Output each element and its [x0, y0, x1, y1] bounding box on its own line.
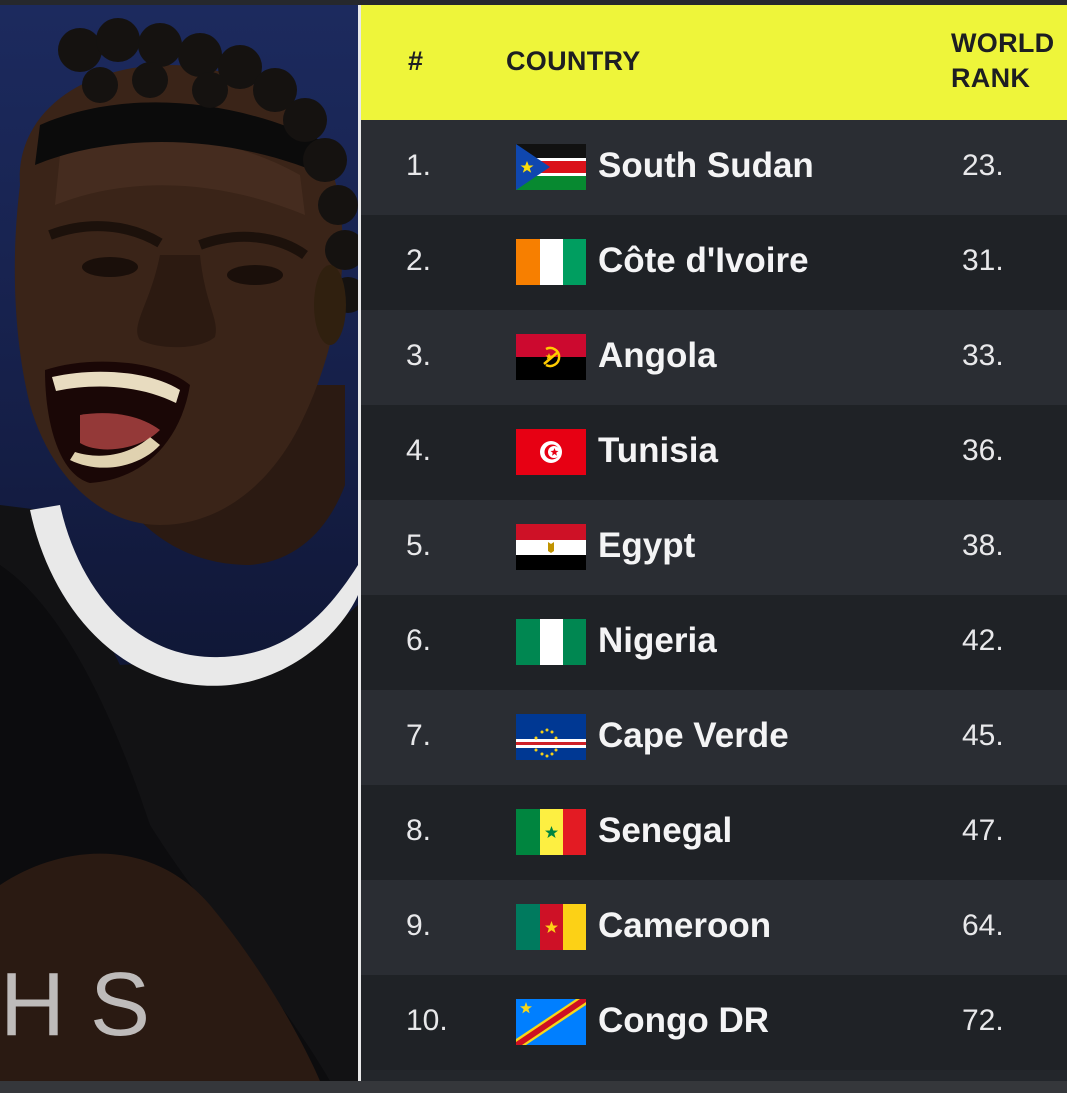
country-name: Congo DR — [598, 1001, 770, 1040]
country-name: Côte d'Ivoire — [598, 241, 809, 280]
cote-divoire-flag-icon — [516, 239, 586, 285]
world-rank-value: 23. — [962, 149, 1004, 182]
world-rank-value: 38. — [962, 529, 1004, 562]
table-row: 9. Cameroon 64. — [361, 880, 1067, 975]
world-rank-label-line1: WORLD — [951, 28, 1055, 58]
table-row: 6. Nigeria 42. — [361, 595, 1067, 690]
world-rank-value: 31. — [962, 244, 1004, 277]
south-sudan-flag-icon — [516, 144, 586, 190]
egypt-flag-icon — [516, 524, 586, 570]
senegal-flag-icon — [516, 809, 586, 855]
tunisia-flag-icon — [516, 429, 586, 475]
congo-dr-flag-icon — [516, 999, 586, 1045]
column-header-number: # — [408, 46, 424, 76]
table-row: 7. Cape Verde 45. — [361, 690, 1067, 785]
country-name: Nigeria — [598, 621, 717, 660]
nigeria-flag-icon — [516, 619, 586, 665]
country-name: Angola — [598, 336, 717, 375]
svg-text:H S: H S — [0, 955, 150, 1055]
table-row: 10. Congo DR 72. — [361, 975, 1067, 1070]
world-rank-value: 36. — [962, 434, 1004, 467]
row-position: 7. — [406, 719, 432, 752]
country-name: Egypt — [598, 526, 696, 565]
row-position: 6. — [406, 624, 432, 657]
bottom-frame-bar — [0, 1081, 1067, 1093]
row-position: 3. — [406, 339, 432, 372]
row-position: 2. — [406, 244, 432, 277]
row-position: 4. — [406, 434, 432, 467]
cape-verde-flag-icon — [516, 714, 586, 760]
column-header-world-rank: WORLD RANK — [951, 26, 1054, 96]
row-position: 8. — [406, 814, 432, 847]
table-row: 4. Tunisia 36. — [361, 405, 1067, 500]
column-header-country: COUNTRY — [506, 46, 641, 76]
top-frame-bar — [0, 0, 1067, 5]
world-rank-value: 72. — [962, 1004, 1004, 1037]
panel-divider — [358, 5, 361, 1081]
cameroon-flag-icon — [516, 904, 586, 950]
country-name: Cape Verde — [598, 716, 789, 755]
row-position: 5. — [406, 529, 432, 562]
world-rank-label-line2: RANK — [951, 63, 1031, 93]
table-row: 3. Angola 33. — [361, 310, 1067, 405]
ranking-table: # COUNTRY WORLD RANK 1. South Sudan 23. … — [361, 5, 1067, 1081]
angola-flag-icon — [516, 334, 586, 380]
row-position: 1. — [406, 149, 432, 182]
player-photo: H S — [0, 5, 358, 1081]
table-row: 5. Egypt 38. — [361, 500, 1067, 595]
country-name: Tunisia — [598, 431, 718, 470]
world-rank-value: 42. — [962, 624, 1004, 657]
table-header: # COUNTRY WORLD RANK — [361, 5, 1067, 120]
country-name: Senegal — [598, 811, 733, 850]
country-name: South Sudan — [598, 146, 814, 185]
world-rank-value: 33. — [962, 339, 1004, 372]
country-name: Cameroon — [598, 906, 772, 945]
table-row: 8. Senegal 47. — [361, 785, 1067, 880]
world-rank-value: 47. — [962, 814, 1004, 847]
world-rank-value: 45. — [962, 719, 1004, 752]
row-position: 10. — [406, 1004, 448, 1037]
table-row: 2. Côte d'Ivoire 31. — [361, 215, 1067, 310]
world-rank-value: 64. — [962, 909, 1004, 942]
row-position: 9. — [406, 909, 432, 942]
table-row: 1. South Sudan 23. — [361, 120, 1067, 215]
